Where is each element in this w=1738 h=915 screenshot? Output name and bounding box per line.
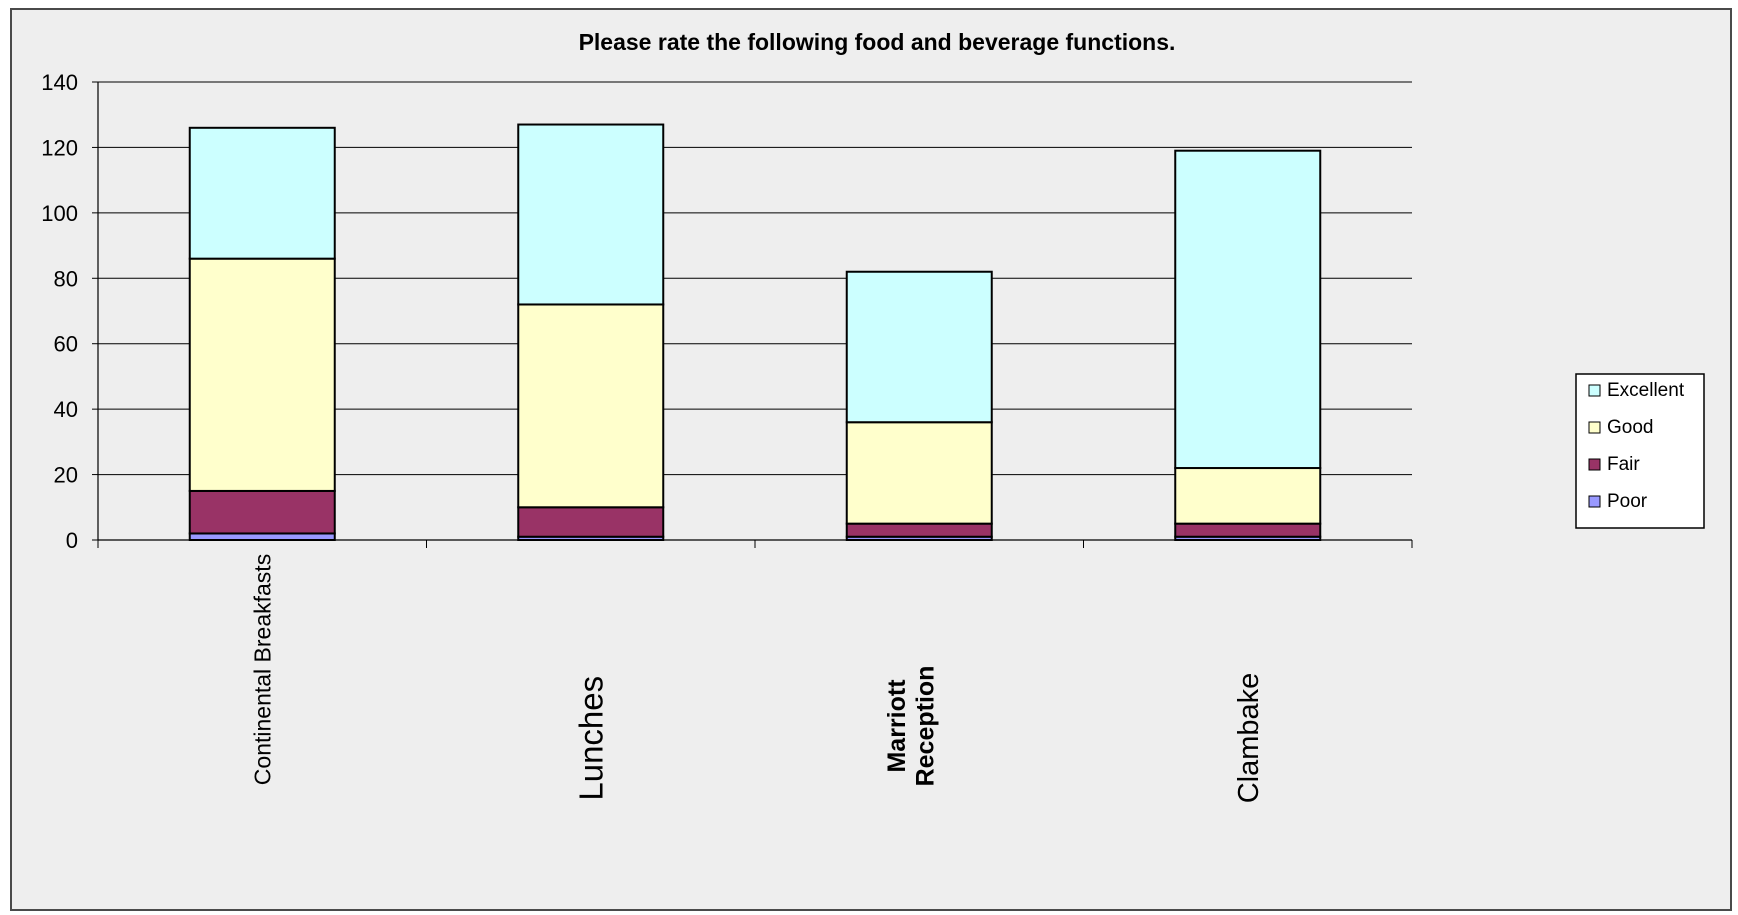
y-tick-label: 0 xyxy=(66,528,78,553)
bar-segment-fair xyxy=(188,489,336,535)
y-tick-label: 100 xyxy=(41,201,78,226)
legend-label-good: Good xyxy=(1607,417,1653,438)
y-tick-label: 140 xyxy=(41,70,78,95)
legend-swatch-excellent xyxy=(1588,384,1601,397)
legend: Excellent Good Fair Poor xyxy=(1575,373,1705,529)
bar-segment-fair xyxy=(1174,522,1322,538)
bar-segment-good xyxy=(1174,467,1322,525)
legend-label-excellent: Excellent xyxy=(1607,380,1685,401)
legend-label-poor: Poor xyxy=(1607,491,1648,512)
bar-segment-excellent xyxy=(1174,149,1322,470)
bar-segment-good xyxy=(517,303,665,509)
y-tick-label: 20 xyxy=(54,463,78,488)
x-category-label: Clambake xyxy=(1233,673,1265,804)
bar-segment-fair xyxy=(517,506,665,538)
legend-swatch-good xyxy=(1588,421,1601,434)
stacked-bar-chart: Please rate the following food and bever… xyxy=(41,29,1705,803)
bar-segment-excellent xyxy=(188,126,336,260)
bar-segment-excellent xyxy=(517,123,665,306)
x-category-label: Continental Breakfasts xyxy=(249,554,275,785)
bar-segment-good xyxy=(845,421,993,525)
bar-segment-fair xyxy=(845,522,993,538)
y-tick-label: 60 xyxy=(54,332,78,357)
y-tick-label: 80 xyxy=(54,266,78,291)
y-tick-label: 40 xyxy=(54,397,78,422)
bar-segment-excellent xyxy=(845,270,993,424)
y-tick-label: 120 xyxy=(41,135,78,160)
chart-title: Please rate the following food and bever… xyxy=(579,29,1176,55)
chart-frame: Please rate the following food and bever… xyxy=(10,8,1732,911)
x-category-label: Lunches xyxy=(572,676,609,801)
x-category-label: MarriottReception xyxy=(883,666,940,787)
legend-label-fair: Fair xyxy=(1607,454,1640,475)
bars xyxy=(188,123,1322,542)
x-axis-labels: Continental Breakfasts Lunches MarriottRec… xyxy=(249,554,1265,803)
bar-segment-good xyxy=(188,257,336,492)
legend-swatch-poor xyxy=(1588,495,1601,508)
legend-swatch-fair xyxy=(1588,458,1601,471)
